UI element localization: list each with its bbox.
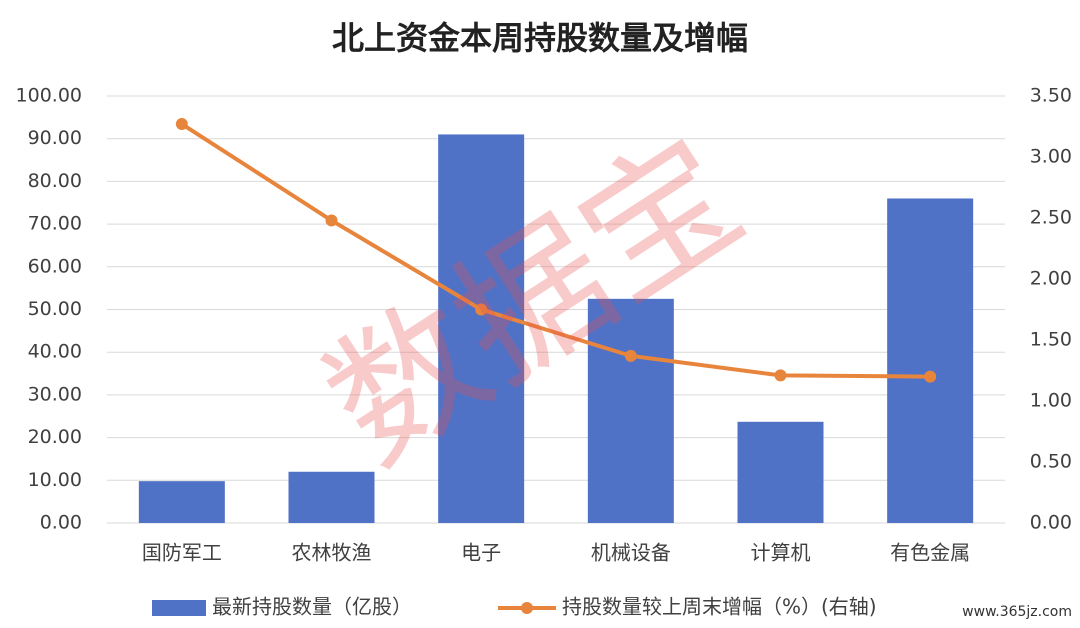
bar (138, 481, 225, 523)
x-tick-label: 农林牧渔 (292, 541, 372, 565)
y2-tick-label: 2.50 (1030, 207, 1072, 229)
y-tick-label: 60.00 (28, 255, 82, 277)
y2-tick-label: 0.00 (1030, 512, 1072, 534)
line-marker (325, 214, 338, 227)
legend-label: 最新持股数量（亿股） (212, 595, 412, 619)
y-tick-label: 10.00 (28, 469, 82, 491)
y2-tick-label: 1.00 (1030, 390, 1072, 412)
y2-tick-label: 3.00 (1030, 146, 1072, 168)
bar (737, 421, 824, 523)
line-marker (774, 369, 787, 382)
line-marker (624, 349, 637, 362)
x-tick-label: 计算机 (751, 541, 811, 565)
y-tick-label: 90.00 (28, 127, 82, 149)
chart-title: 北上资金本周持股数量及增幅 (332, 19, 748, 57)
y-tick-label: 0.00 (40, 512, 82, 534)
y-tick-label: 80.00 (28, 170, 82, 192)
x-tick-label: 有色金属 (890, 541, 970, 565)
y2-tick-label: 0.50 (1030, 451, 1072, 473)
y-tick-label: 50.00 (28, 298, 82, 320)
legend-swatch (521, 602, 533, 614)
y-tick-label: 100.00 (16, 85, 82, 107)
bar (587, 298, 674, 523)
y2-tick-label: 2.00 (1030, 268, 1072, 290)
line-marker (475, 303, 488, 316)
x-tick-label: 机械设备 (591, 541, 671, 565)
y2-tick-label: 3.50 (1030, 85, 1072, 107)
y-tick-label: 30.00 (28, 383, 82, 405)
y-tick-label: 20.00 (28, 426, 82, 448)
source: www.365jz.com (962, 604, 1072, 620)
y2-tick-label: 1.50 (1030, 329, 1072, 351)
bar (438, 134, 525, 523)
legend-label: 持股数量较上周末增幅（%）(右轴) (562, 595, 877, 619)
line (180, 122, 931, 379)
line-marker (924, 370, 937, 383)
x-tick-label: 电子 (461, 541, 501, 565)
x-tick-label: 国防军工 (142, 541, 222, 565)
line-marker (175, 118, 188, 131)
y-tick-label: 40.00 (28, 341, 82, 363)
y-tick-label: 70.00 (28, 213, 82, 235)
bar (288, 471, 375, 523)
bar (887, 198, 974, 524)
legend-swatch (152, 600, 206, 616)
